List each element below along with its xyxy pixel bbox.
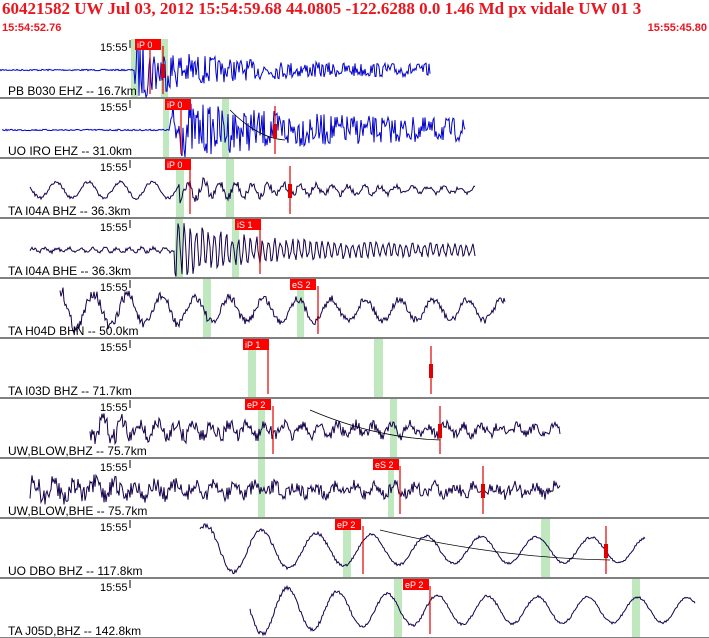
phase-pick-label: eP 2 [247, 400, 265, 410]
phase-pick-label: eP 2 [337, 520, 355, 530]
waveform [29, 473, 561, 505]
pick-window-band [388, 459, 394, 517]
pick-marker [604, 544, 608, 558]
trace-row: 15:55 iP 0 PB B030 EHZ -- 16.7km [0, 39, 709, 99]
pick-window-band [226, 159, 234, 217]
time-tick-label: 15:55 [100, 462, 128, 474]
time-tick-label: 15:55 [100, 162, 128, 174]
trace-row: 15:55 eP 2 TA J05D,BHZ -- 142.8km [0, 579, 709, 638]
pick-window-band [258, 399, 265, 457]
pick-window-band [232, 219, 239, 277]
time-tick-label: 15:55 [100, 42, 128, 54]
phase-pick-label: eS 2 [375, 460, 394, 470]
trace-row: 15:55 eS 2 UW,BLOW,BHE -- 75.7km [0, 459, 709, 519]
waveform [29, 223, 476, 277]
pick-window-band [374, 339, 383, 397]
waveform [1, 103, 466, 158]
phase-pick-box[interactable] [403, 579, 429, 590]
station-label: PB B030 EHZ -- 16.7km [8, 84, 137, 98]
time-tick-label: 15:55 [100, 222, 128, 234]
phase-pick-label: eS 2 [292, 280, 311, 290]
trace-row: 15:55 iP 1 TA I03D BHZ -- 71.7km [0, 339, 709, 399]
phase-pick-label: eP 2 [405, 580, 423, 590]
pick-window-band [248, 339, 256, 397]
time-tick-label: 15:55 [100, 102, 128, 114]
station-label: TA I03D BHZ -- 71.7km [8, 384, 132, 398]
waveform [29, 177, 476, 204]
arrival-curve [229, 109, 286, 141]
pick-marker [288, 184, 292, 198]
arrival-curve [309, 409, 441, 441]
phase-pick-box[interactable] [290, 279, 316, 290]
trace-row: 15:55 eP 2 UW,BLOW,BHZ -- 75.7km [0, 399, 709, 459]
time-tick-label: 15:55 [100, 402, 128, 414]
seismogram-panel[interactable]: 15:55 iP 0 PB B030 EHZ -- 16.7km 15:55 iP 0 U… [0, 38, 709, 638]
trace-row: 15:55 eS 2 TA H04D BHN -- 50.0km [0, 279, 709, 339]
trace-row: 15:55 iS 1 TA I04A BHE -- 36.3km [0, 219, 709, 279]
window-start-time: 15:54:52.76 [2, 22, 62, 34]
pick-window-band [343, 519, 351, 577]
pick-window-band [131, 39, 138, 97]
phase-pick-box[interactable] [245, 399, 271, 410]
waveform [249, 584, 696, 637]
phase-pick-label: iS 1 [237, 220, 253, 230]
trace-row: 15:55 eP 2 UO DBO BHZ -- 117.8km [0, 519, 709, 579]
pick-window-band [297, 279, 304, 337]
event-header: 60421582 UW Jul 03, 2012 15:54:59.68 44.… [0, 0, 709, 40]
phase-pick-label: iP 0 [167, 100, 182, 110]
pick-window-band [175, 219, 183, 277]
time-tick-label: 15:55 [100, 342, 128, 354]
waveform [59, 287, 506, 335]
pick-window-band [541, 519, 550, 577]
station-label: UO DBO BHZ -- 117.8km [8, 564, 142, 578]
arrival-curve [379, 529, 611, 561]
phase-pick-box[interactable] [235, 219, 261, 230]
pick-marker [429, 364, 433, 378]
pick-window-band [394, 579, 402, 637]
station-label: UO IRO EHZ -- 31.0km [8, 144, 132, 158]
phase-pick-box[interactable] [135, 39, 161, 50]
waveform [199, 522, 646, 575]
pick-window-band [203, 279, 211, 337]
phase-pick-label: iP 0 [167, 160, 182, 170]
station-label: UW,BLOW,BHZ -- 75.7km [8, 444, 147, 458]
time-tick-label: 15:55 [100, 282, 128, 294]
station-label: TA I04A BHE -- 36.3km [8, 264, 131, 278]
phase-pick-box[interactable] [373, 459, 399, 470]
time-tick-label: 15:55 [100, 522, 128, 534]
pick-window-band [163, 99, 169, 157]
phase-pick-label: iP 0 [137, 40, 152, 50]
phase-pick-box[interactable] [165, 159, 191, 170]
phase-pick-label: iP 1 [245, 340, 260, 350]
pick-window-band [390, 399, 397, 457]
pick-marker [438, 424, 442, 438]
window-end-time: 15:55:45.80 [647, 22, 707, 34]
pick-window-band [176, 159, 184, 217]
pick-marker [273, 124, 277, 138]
phase-pick-box[interactable] [165, 99, 191, 110]
pick-marker [161, 64, 165, 78]
time-tick-label: 15:55 [100, 582, 128, 594]
phase-pick-box[interactable] [243, 339, 269, 350]
waveform [89, 413, 561, 446]
waveform [0, 42, 431, 99]
station-label: UW,BLOW,BHE -- 75.7km [8, 504, 147, 518]
trace-row: 15:55 iP 0 TA I04A BHZ -- 36.3km [0, 159, 709, 219]
station-label: TA J05D,BHZ -- 142.8km [8, 624, 141, 638]
pick-window-band [222, 99, 229, 157]
pick-marker [481, 484, 485, 498]
phase-pick-box[interactable] [335, 519, 361, 530]
station-label: TA I04A BHZ -- 36.3km [8, 204, 130, 218]
station-label: TA H04D BHN -- 50.0km [8, 324, 138, 338]
pick-window-band [632, 579, 640, 637]
event-title: 60421582 UW Jul 03, 2012 15:54:59.68 44.… [2, 0, 642, 18]
trace-row: 15:55 iP 0 UO IRO EHZ -- 31.0km [0, 99, 709, 159]
